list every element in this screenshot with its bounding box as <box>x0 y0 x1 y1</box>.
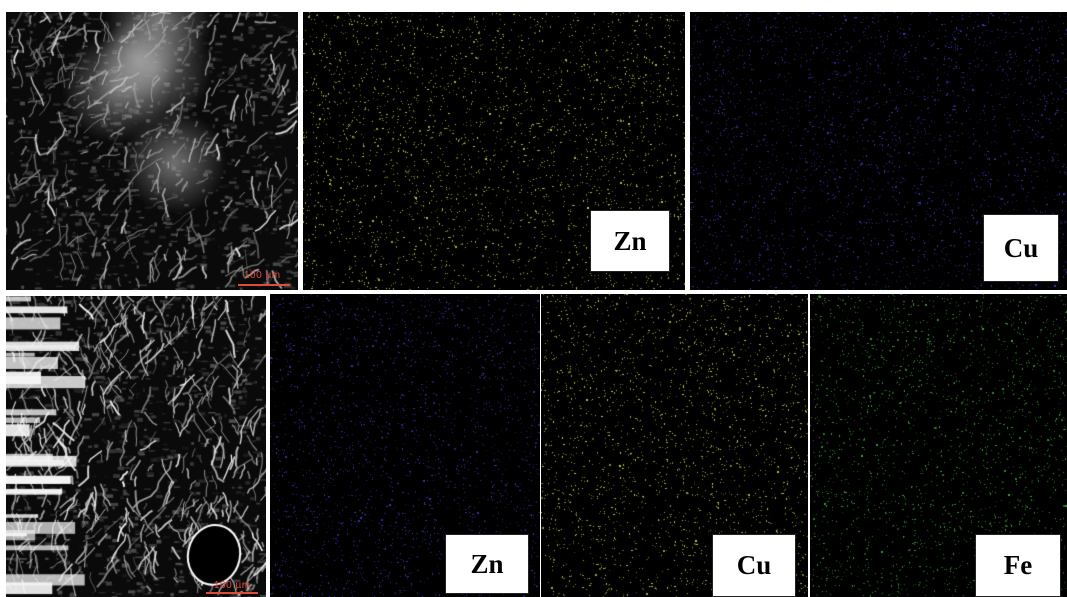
zn-label-top: Zn <box>590 210 670 272</box>
sem-micrograph-bottom: 100 µm <box>6 296 266 597</box>
fe-label-bottom: Fe <box>975 534 1061 597</box>
cu-label-top: Cu <box>983 214 1059 282</box>
sem-micrograph-top: 100 µm <box>6 12 298 290</box>
scale-bar-label-bottom: 100 µm <box>214 580 251 591</box>
scale-bar-label-top: 100 µm <box>244 270 281 281</box>
scale-bar-top <box>238 284 290 286</box>
cu-map-bottom <box>541 294 808 597</box>
zn-map-top <box>303 12 685 290</box>
cu-label-bottom: Cu <box>712 534 796 597</box>
sem-micrograph-top-image <box>6 12 298 290</box>
scale-bar-bottom <box>206 592 258 594</box>
zn-label-bottom: Zn <box>445 534 529 594</box>
sem-micrograph-bottom-image <box>6 296 266 597</box>
